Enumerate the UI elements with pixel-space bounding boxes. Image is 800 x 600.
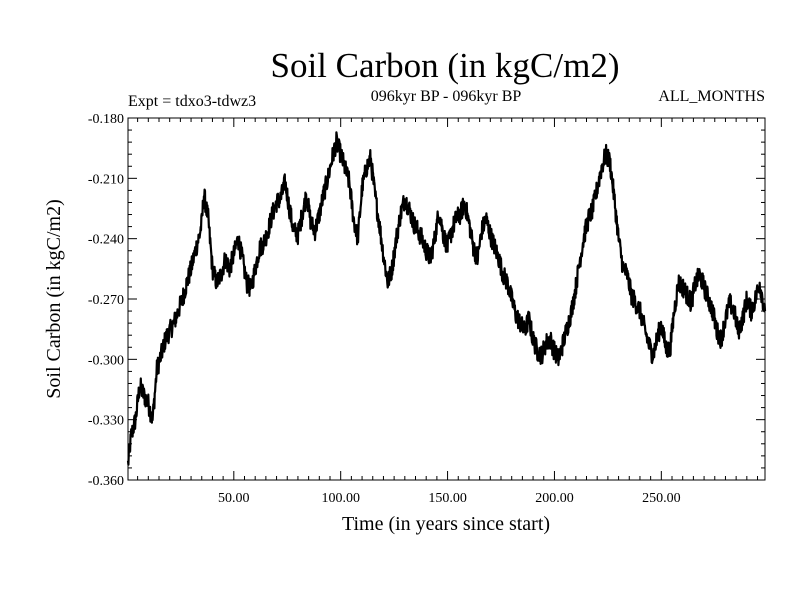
y-tick-label: -0.210 — [88, 172, 124, 187]
y-axis-label: Soil Carbon (in kgC/m2) — [43, 199, 65, 398]
y-tick-label: -0.270 — [88, 293, 124, 308]
plot-frame — [127, 117, 766, 481]
axis-ticks — [128, 117, 765, 481]
x-tick-label: 100.00 — [321, 491, 360, 506]
x-tick-label: 150.00 — [428, 491, 467, 506]
months-label: ALL_MONTHS — [658, 88, 765, 105]
chart-subtitle: 096kyr BP - 096kyr BP — [371, 88, 522, 105]
y-tick-label: -0.330 — [88, 414, 124, 429]
x-tick-label: 200.00 — [535, 491, 574, 506]
y-tick-label: -0.240 — [88, 233, 124, 248]
y-tick-label: -0.180 — [88, 112, 124, 127]
tick-labels: 50.00 100.00 150.00 200.00 250.00 -0.180 -0.21… — [88, 112, 681, 506]
x-tick-label: 50.00 — [218, 491, 250, 506]
x-tick-label: 250.00 — [642, 491, 681, 506]
y-tick-label: -0.300 — [88, 353, 124, 368]
y-tick-label: -0.360 — [88, 474, 124, 489]
chart-title: Soil Carbon (in kgC/m2) — [270, 46, 619, 85]
experiment-label: Expt = tdxo3-tdwz3 — [128, 93, 256, 110]
series-line — [126, 131, 767, 466]
x-axis-label: Time (in years since start) — [342, 513, 550, 535]
